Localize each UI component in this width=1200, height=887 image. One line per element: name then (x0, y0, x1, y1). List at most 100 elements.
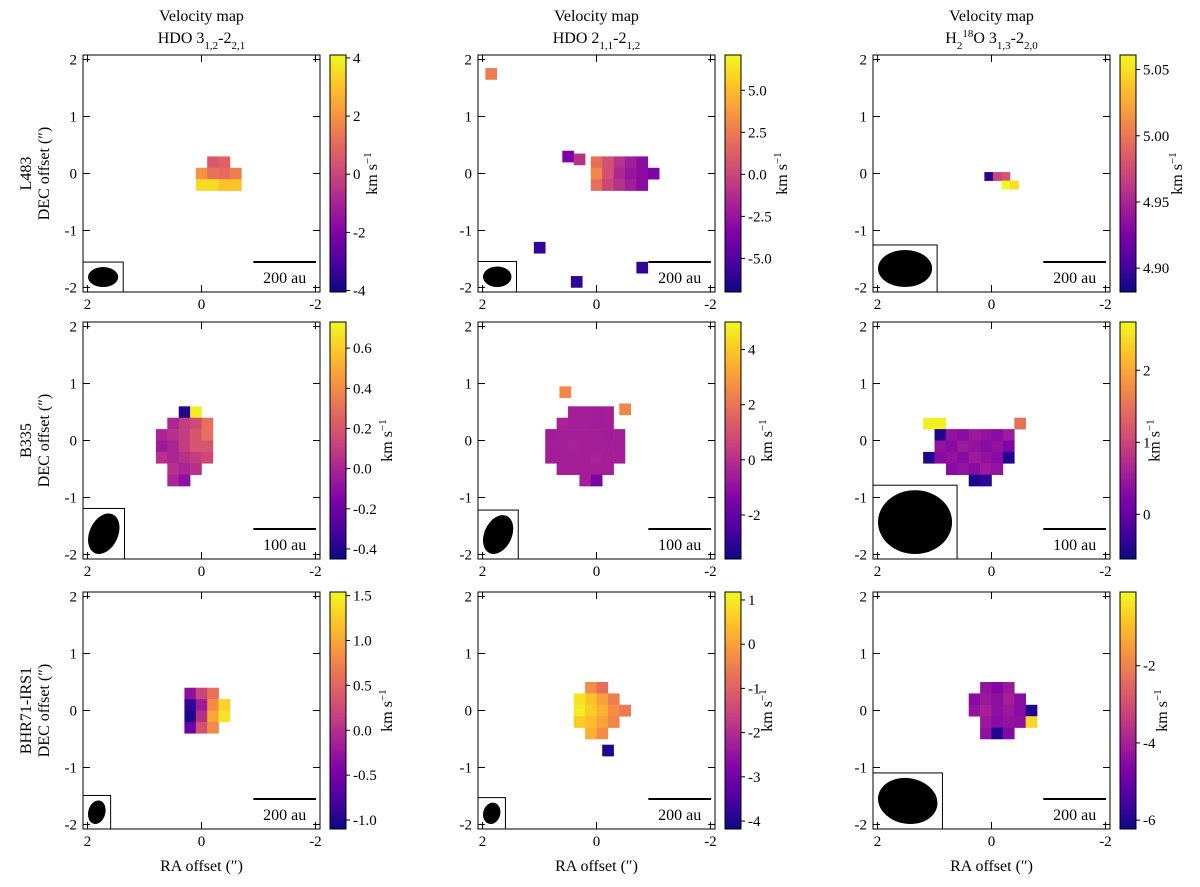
y-tick-label: 1 (465, 110, 473, 126)
velocity-cell (945, 429, 958, 441)
velocity-cell (190, 406, 202, 419)
velocity-cell (624, 179, 637, 191)
text-part: −1 (757, 419, 769, 431)
colorbar-tick-label: 0 (1143, 507, 1151, 523)
velocity-cell (624, 156, 637, 169)
text-part: km s (1169, 164, 1186, 195)
y-tick-label: 1 (465, 377, 473, 393)
velocity-cell (984, 172, 994, 181)
velocity-cell (596, 682, 609, 694)
text-part: 2 (957, 40, 963, 52)
text-part: 1,2 (204, 40, 218, 52)
velocity-cell (957, 451, 970, 464)
colorbar-tick-label: -0.4 (353, 542, 377, 558)
velocity-cell (573, 704, 586, 717)
colorbar-tick-label: -2.5 (748, 209, 772, 225)
velocity-cell (596, 716, 609, 728)
velocity-cell (968, 693, 981, 706)
velocity-cell (991, 693, 1004, 706)
y-tick-label: 2 (70, 320, 78, 336)
colorbar-tick-label: -0.2 (353, 502, 377, 518)
y-tick-label: 0 (70, 167, 78, 183)
row-label: L483 (18, 157, 35, 191)
colorbar-tick-label: 5.00 (1143, 129, 1169, 145)
x-tick-label: -2 (309, 834, 322, 850)
velocity-cell (636, 156, 649, 169)
velocity-cell (568, 451, 580, 464)
velocity-cell (485, 68, 498, 80)
y-tick-label: 1 (860, 377, 868, 393)
velocity-cell (1002, 727, 1015, 740)
velocity-cell (619, 403, 631, 416)
colorbar-tick-label: 0.0 (748, 167, 767, 183)
velocity-cell (207, 156, 219, 169)
velocity-cell (602, 463, 614, 475)
colorbar-tick-label: 0 (748, 453, 756, 469)
y-tick-label: -2 (65, 547, 78, 563)
velocity-cell (568, 406, 580, 419)
text-part: −1 (1145, 419, 1157, 431)
colorbar-tick-label: -2 (1143, 659, 1156, 675)
y-tick-label: 2 (70, 590, 78, 606)
velocity-cell (613, 156, 626, 169)
velocity-cell (602, 440, 614, 453)
scale-bar-label: 200 au (658, 807, 701, 824)
text-part: 2,1 (232, 40, 246, 52)
velocity-cell (579, 417, 592, 430)
velocity-cell (585, 716, 597, 728)
velocity-cell (1002, 682, 1015, 694)
velocity-cell (957, 429, 970, 441)
velocity-cell (184, 721, 197, 734)
velocity-cell (980, 727, 992, 740)
velocity-cell (613, 179, 626, 191)
velocity-cell (155, 429, 168, 441)
colorbar (1119, 321, 1137, 560)
y-tick-label: 1 (70, 377, 78, 393)
velocity-cell (968, 440, 981, 453)
colorbar (724, 321, 742, 560)
velocity-cell (968, 463, 981, 475)
x-tick-label: 2 (84, 564, 92, 580)
text-part: −1 (1152, 689, 1164, 701)
velocity-cell (602, 167, 614, 180)
colorbar-label: km s−1 (757, 689, 776, 731)
velocity-cell (991, 704, 1004, 717)
y-tick-label: 2 (465, 590, 473, 606)
colorbar-tick-label: 4 (748, 343, 756, 359)
velocity-cell (968, 451, 981, 464)
velocity-cell (207, 721, 219, 734)
velocity-cell (545, 451, 557, 464)
colorbar-tick-label: 0.2 (353, 421, 372, 437)
x-tick-label: 0 (988, 297, 996, 313)
scale-bar-label: 200 au (658, 270, 701, 287)
velocity-cell (1025, 716, 1038, 728)
velocity-cell (602, 417, 614, 430)
velocity-cell (934, 451, 947, 464)
colorbar-tick-label: 0.0 (353, 462, 372, 478)
y-tick-label: -2 (460, 817, 473, 833)
y-tick-label: -2 (855, 280, 868, 296)
beam (483, 266, 512, 287)
velocity-cell (201, 440, 214, 453)
velocity-cell (968, 429, 981, 441)
velocity-cell (207, 167, 219, 180)
velocity-cell (568, 417, 580, 430)
velocity-cell (570, 276, 583, 288)
y-axis-label: DEC offset (″) (36, 394, 53, 487)
text-part: −1 (362, 152, 374, 164)
colorbar-tick-label: 1.5 (353, 589, 372, 605)
colorbar-tick-label: -2 (748, 508, 761, 524)
scale-bar-label: 100 au (1053, 537, 1096, 554)
y-tick-label: -2 (855, 547, 868, 563)
panel-subtitle: H218O 31,3-22,0 (945, 28, 1038, 52)
x-tick-label: -2 (1099, 564, 1112, 580)
text-part: 2,0 (1024, 40, 1038, 52)
velocity-cell (991, 463, 1004, 475)
colorbar-tick-label: -1 (748, 681, 761, 697)
velocity-cell (992, 172, 1002, 181)
velocity-cell (585, 727, 597, 740)
velocity-cell (980, 716, 992, 728)
colorbar-tick-label: 2.5 (748, 125, 767, 141)
velocity-cell (602, 406, 614, 419)
velocity-cell (980, 463, 992, 475)
